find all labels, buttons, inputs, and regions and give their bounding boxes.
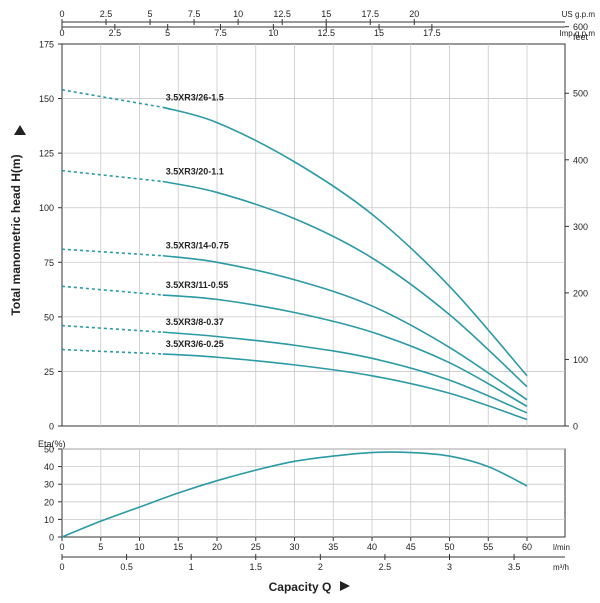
m3h-unit: m³/h bbox=[553, 563, 569, 572]
us-gpm-tick-label: 20 bbox=[409, 9, 419, 19]
us-gpm-tick-label: 15 bbox=[321, 9, 331, 19]
series-label: 3.5XR3/8-0.37 bbox=[166, 317, 224, 327]
m3h-tick-label: 0.5 bbox=[120, 562, 133, 572]
m3h-tick-label: 2 bbox=[318, 562, 323, 572]
imp-gpm-tick-label: 2.5 bbox=[109, 28, 122, 38]
imp-gpm-tick-label: 15 bbox=[374, 28, 384, 38]
y-axis-arrow-icon bbox=[14, 125, 26, 135]
lmin-x-tick-label: 20 bbox=[212, 542, 222, 552]
lmin-x-tick-label: 15 bbox=[173, 542, 183, 552]
series-label: 3.5XR3/11-0.55 bbox=[166, 280, 229, 290]
lmin-x-tick-label: 50 bbox=[444, 542, 454, 552]
us-gpm-tick-label: 7.5 bbox=[188, 9, 201, 19]
lmin-x-tick-label: 25 bbox=[251, 542, 261, 552]
imp-gpm-tick-label: 7.5 bbox=[214, 28, 227, 38]
left-y-tick-label: 150 bbox=[39, 94, 54, 104]
eta-y-tick-label: 40 bbox=[44, 462, 54, 472]
series-label: 3.5XR3/20-1.1 bbox=[166, 167, 224, 177]
head-curve-dashed bbox=[62, 286, 163, 295]
left-y-tick-label: 0 bbox=[49, 422, 54, 432]
m3h-tick-label: 3.5 bbox=[508, 562, 521, 572]
bottom-plot-frame bbox=[62, 449, 565, 537]
eta-y-tick-label: 50 bbox=[44, 445, 54, 455]
left-y-tick-label: 50 bbox=[44, 312, 54, 322]
m3h-tick-label: 3 bbox=[447, 562, 452, 572]
left-y-tick-label: 100 bbox=[39, 203, 54, 213]
us-gpm-tick-label: 0 bbox=[59, 9, 64, 19]
left-y-tick-label: 25 bbox=[44, 367, 54, 377]
eta-y-tick-label: 10 bbox=[44, 515, 54, 525]
lmin-x-tick-label: 35 bbox=[328, 542, 338, 552]
head-curve-dashed bbox=[62, 249, 163, 256]
eta-y-tick-label: 0 bbox=[49, 533, 54, 543]
us-gpm-tick-label: 12.5 bbox=[273, 9, 291, 19]
lmin-x-tick-label: 55 bbox=[483, 542, 493, 552]
m3h-tick-label: 1.5 bbox=[249, 562, 262, 572]
lmin-unit: l/min bbox=[553, 543, 570, 552]
lmin-x-tick-label: 60 bbox=[522, 542, 532, 552]
series-label: 3.5XR3/26-1.5 bbox=[166, 92, 224, 102]
m3h-tick-label: 2.5 bbox=[379, 562, 392, 572]
us-gpm-tick-label: 17.5 bbox=[361, 9, 379, 19]
imp-gpm-unit: Imp g.p.m bbox=[559, 29, 595, 38]
x-axis-title: Capacity Q bbox=[269, 580, 332, 594]
imp-gpm-tick-label: 0 bbox=[59, 28, 64, 38]
right-y-tick-label: 200 bbox=[573, 288, 588, 298]
lmin-x-tick-label: 40 bbox=[367, 542, 377, 552]
right-y-tick-label: 100 bbox=[573, 355, 588, 365]
imp-gpm-tick-label: 17.5 bbox=[423, 28, 441, 38]
right-y-tick-label: 500 bbox=[573, 89, 588, 99]
lmin-x-tick-label: 5 bbox=[98, 542, 103, 552]
us-gpm-unit: US g.p.m bbox=[562, 10, 596, 19]
imp-gpm-tick-label: 12.5 bbox=[317, 28, 335, 38]
y-axis-title: Total manometric head H(m) bbox=[9, 154, 23, 315]
series-label: 3.5XR3/6-0.25 bbox=[166, 339, 224, 349]
lmin-x-tick-label: 45 bbox=[406, 542, 416, 552]
head-curve-dashed bbox=[62, 350, 163, 354]
eta-y-tick-label: 30 bbox=[44, 480, 54, 490]
lmin-x-tick-label: 0 bbox=[59, 542, 64, 552]
lmin-x-tick-label: 10 bbox=[134, 542, 144, 552]
m3h-tick-label: 1 bbox=[189, 562, 194, 572]
top-plot-frame bbox=[62, 44, 565, 426]
x-axis-arrow-icon bbox=[340, 581, 350, 591]
left-y-tick-label: 75 bbox=[44, 258, 54, 268]
imp-gpm-tick-label: 5 bbox=[165, 28, 170, 38]
head-curve-dashed bbox=[62, 171, 163, 182]
us-gpm-tick-label: 10 bbox=[233, 9, 243, 19]
left-y-tick-label: 125 bbox=[39, 149, 54, 159]
lmin-x-tick-label: 30 bbox=[289, 542, 299, 552]
eta-y-tick-label: 20 bbox=[44, 497, 54, 507]
series-label: 3.5XR3/14-0.75 bbox=[166, 241, 229, 251]
right-y-tick-label: 400 bbox=[573, 155, 588, 165]
m3h-tick-label: 0 bbox=[59, 562, 64, 572]
right-y-tick-label: 0 bbox=[573, 422, 578, 432]
head-curve-dashed bbox=[62, 326, 163, 333]
right-y-tick-label: 300 bbox=[573, 222, 588, 232]
left-y-tick-label: 175 bbox=[39, 40, 54, 50]
us-gpm-tick-label: 5 bbox=[148, 9, 153, 19]
imp-gpm-tick-label: 10 bbox=[268, 28, 278, 38]
us-gpm-tick-label: 2.5 bbox=[100, 9, 113, 19]
